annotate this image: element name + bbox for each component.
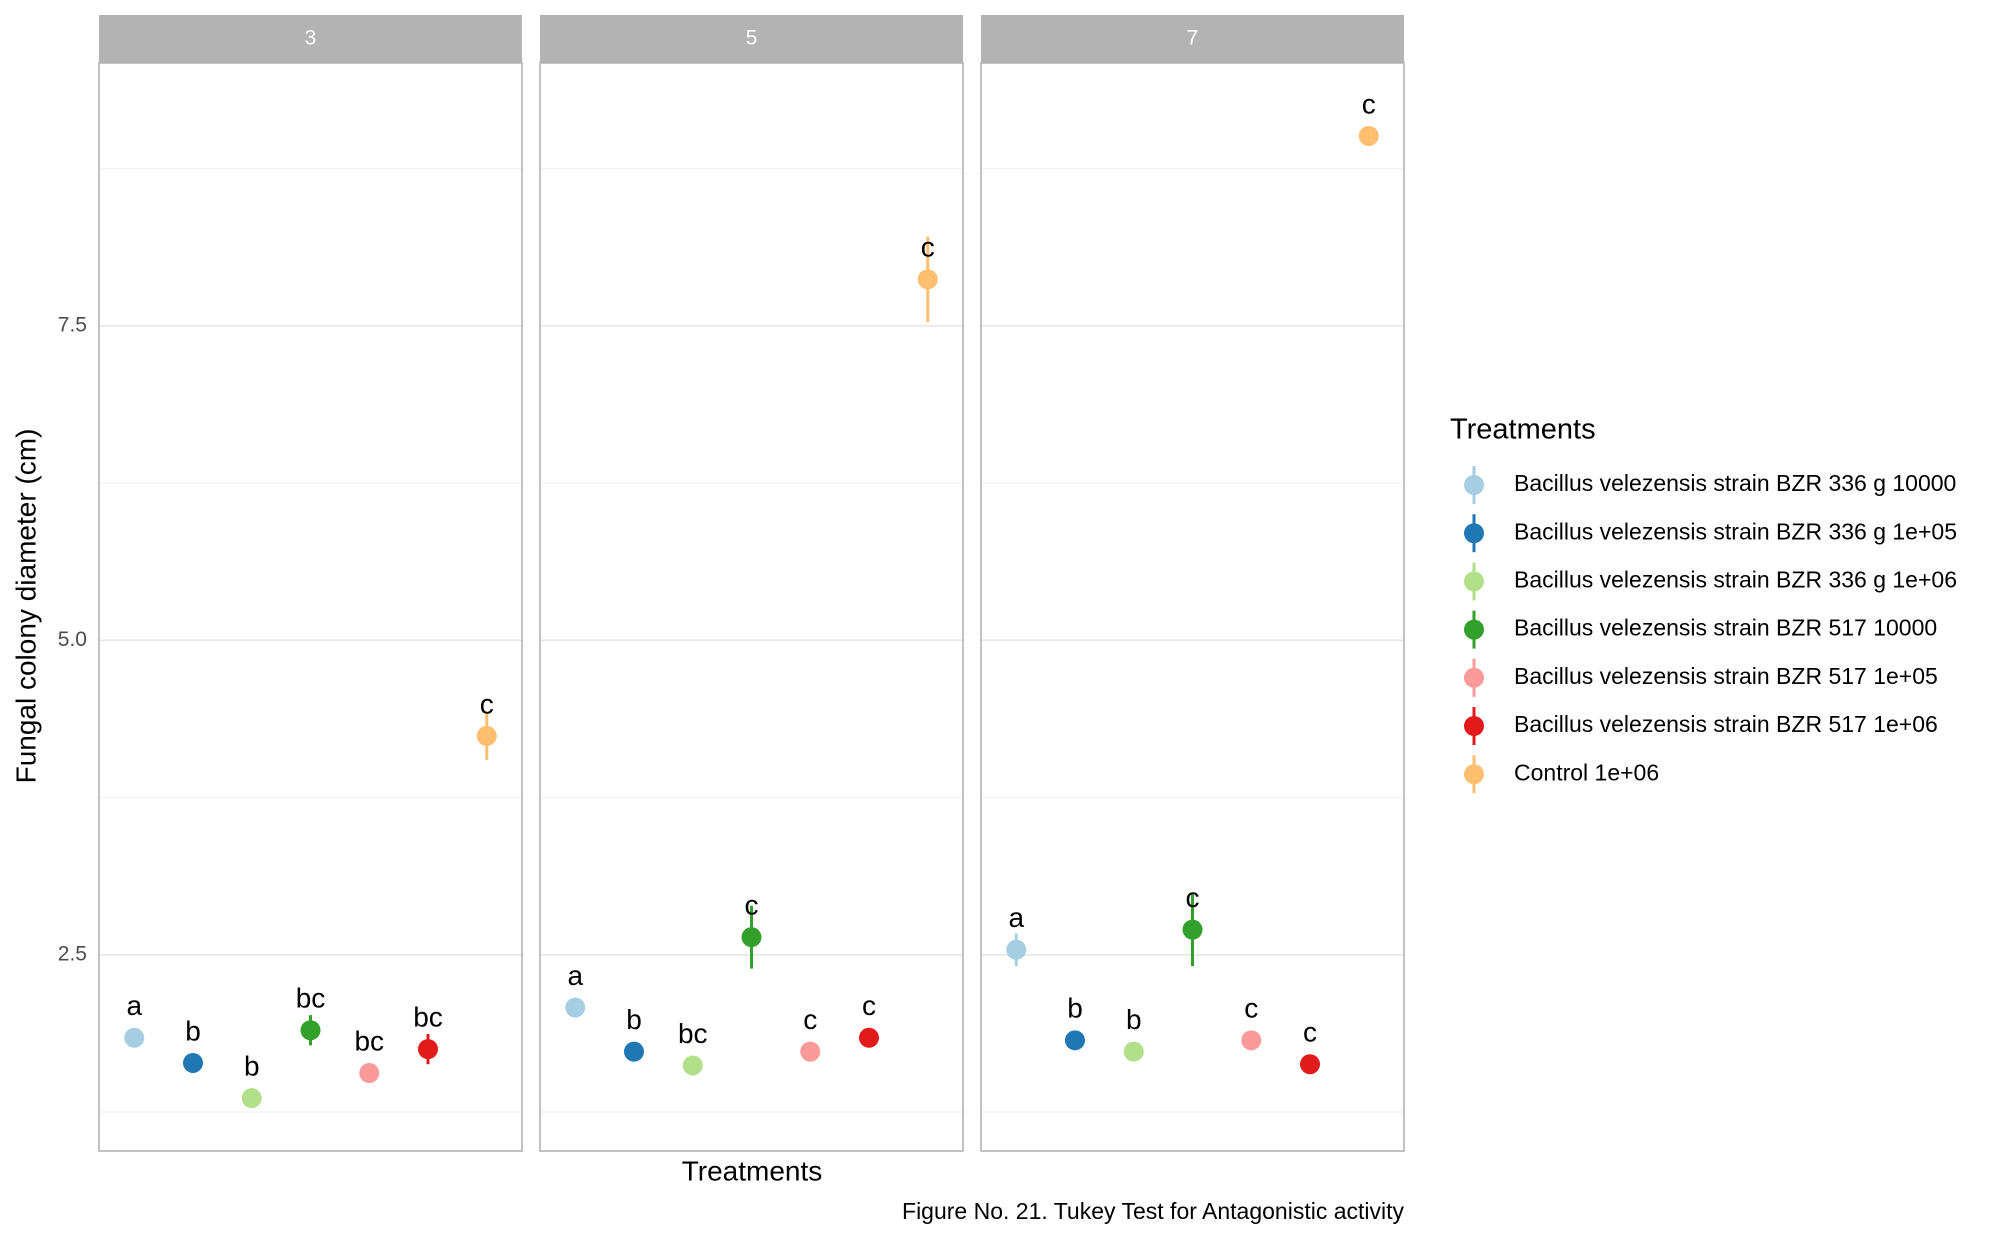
panel-border — [539, 62, 964, 1152]
point — [418, 1039, 438, 1060]
legend-label: Control 1e+06 — [1514, 759, 1659, 785]
point — [1358, 125, 1379, 146]
legend-key — [1464, 667, 1484, 688]
legend-key — [1464, 619, 1484, 640]
y-axis-title: Fungal colony diameter (cm) — [10, 429, 41, 784]
group-label: b — [1067, 993, 1083, 1024]
group-label: c — [745, 890, 759, 921]
group-label: a — [567, 960, 583, 991]
point — [917, 269, 938, 290]
point — [1065, 1030, 1085, 1051]
legend-title: Treatments — [1450, 414, 1596, 446]
point — [624, 1041, 644, 1062]
point — [859, 1027, 879, 1048]
strip — [981, 15, 1404, 63]
group-label: b — [244, 1051, 260, 1082]
point — [565, 997, 586, 1018]
point — [1006, 939, 1027, 960]
panel-border — [980, 62, 1405, 1152]
point — [359, 1063, 380, 1084]
strip — [540, 15, 963, 63]
point — [1300, 1054, 1320, 1075]
legend-key — [1464, 571, 1484, 592]
legend-key — [1464, 764, 1484, 785]
legend-key — [1464, 716, 1484, 736]
legend-label: Bacillus velezensis strain BZR 336 g 1e+… — [1514, 518, 1957, 544]
group-label: c — [921, 232, 935, 263]
point — [1123, 1041, 1144, 1062]
strip-label: 7 — [1187, 27, 1199, 50]
point — [741, 927, 762, 948]
y-tick-label: 2.5 — [58, 942, 87, 965]
x-axis-title: Treatments — [682, 1155, 823, 1186]
group-label: c — [1244, 993, 1258, 1024]
group-label: c — [862, 990, 876, 1021]
point — [800, 1041, 821, 1062]
point — [241, 1088, 262, 1109]
group-label: c — [480, 688, 494, 719]
group-label: b — [626, 1004, 642, 1035]
group-label: c — [1362, 88, 1376, 119]
legend-label: Bacillus velezensis strain BZR 517 1e+06 — [1514, 711, 1938, 737]
group-label: bc — [296, 983, 326, 1014]
group-label: c — [1186, 882, 1200, 913]
group-label: bc — [354, 1025, 384, 1056]
y-tick-label: 7.5 — [58, 313, 87, 336]
point — [682, 1055, 703, 1076]
point — [1182, 919, 1203, 940]
panel-border — [98, 62, 523, 1152]
group-label: c — [803, 1004, 817, 1035]
legend-key — [1464, 523, 1484, 544]
legend-label: Bacillus velezensis strain BZR 336 g 100… — [1514, 470, 1956, 496]
legend-label: Bacillus velezensis strain BZR 517 1e+05 — [1514, 663, 1938, 689]
group-label: a — [1008, 902, 1024, 933]
legend-key — [1464, 475, 1484, 495]
point — [476, 725, 497, 746]
group-label: bc — [413, 1002, 443, 1033]
legend-label: Bacillus velezensis strain BZR 517 10000 — [1514, 615, 1937, 641]
strip-label: 5 — [746, 27, 758, 50]
y-tick-label: 5.0 — [58, 628, 87, 651]
caption: Figure No. 21. Tukey Test for Antagonist… — [902, 1198, 1404, 1224]
point — [300, 1020, 321, 1041]
group-label: bc — [678, 1018, 708, 1049]
group-label: b — [1126, 1004, 1142, 1035]
group-label: c — [1303, 1017, 1317, 1048]
group-label: a — [126, 990, 142, 1021]
strip — [99, 15, 522, 63]
point — [124, 1027, 145, 1048]
legend-label: Bacillus velezensis strain BZR 336 g 1e+… — [1514, 566, 1957, 592]
strip-label: 3 — [305, 27, 317, 50]
point — [183, 1052, 203, 1073]
group-label: b — [185, 1015, 201, 1046]
point — [1241, 1030, 1262, 1051]
